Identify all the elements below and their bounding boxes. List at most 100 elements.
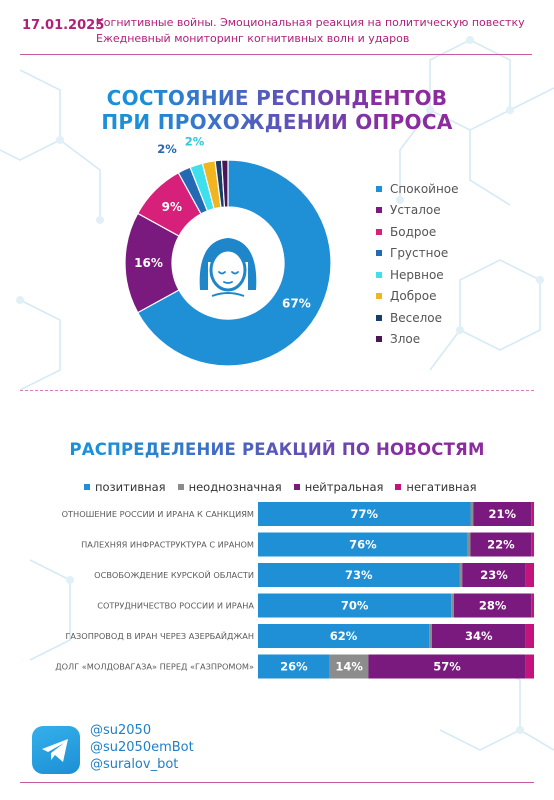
bar-segment [368, 654, 526, 679]
legend-item: позитивная [84, 480, 166, 494]
bar-segment [258, 593, 452, 618]
footer-divider [20, 782, 534, 783]
legend-label: Усталое [390, 203, 441, 218]
pie-slice-label: 9% [162, 200, 182, 214]
legend-swatch [293, 484, 300, 490]
bar-chart-legend: позитивная неоднозначная нейтральная негати… [84, 480, 477, 494]
bar-segment [525, 624, 534, 648]
legend-label: позитивная [95, 480, 166, 494]
legend-label: Грустное [390, 246, 449, 261]
legend-label: неоднозначная [188, 480, 282, 494]
legend-label: Веселое [390, 310, 442, 325]
legend-item: Доброе [376, 286, 459, 308]
legend-item: Бодрое [376, 221, 459, 243]
bar-segment [431, 624, 526, 648]
bar-category-label: ДОЛГ «МОЛДОВАГАЗА» ПЕРЕД «ГАЗПРОМОМ» [55, 662, 254, 672]
bar-value-label: 57% [433, 660, 461, 674]
bar-segment [258, 502, 471, 526]
pie-slice-label: 67% [282, 296, 311, 310]
legend-swatch [376, 207, 382, 214]
handle-link[interactable]: @suralov_bot [90, 757, 179, 772]
bar-category-label: ОСВОБОЖДЕНИЕ КУРСКОЙ ОБЛАСТИ [94, 569, 254, 580]
report-subtitle: Ежедневный мониторинг когнитивных волн и… [96, 32, 410, 45]
bar-segment [258, 654, 330, 679]
pie-slice-8 [220, 159, 229, 208]
bar-category-label: ПАЛЕХНЯЯ ИНФРАСТРУКТУРА С ИРАНОМ [81, 540, 254, 550]
legend-label: Доброе [390, 289, 437, 304]
legend-label: Бодрое [390, 224, 437, 239]
legend-item: негативная [395, 480, 477, 494]
legend-item: нейтральная [293, 480, 384, 494]
legend-item: неоднозначная [177, 480, 282, 494]
handle-link[interactable]: @su2050emBot [90, 740, 194, 755]
pie-chart-legend: Спокойное Усталое Бодрое Грустное Нервное Доб… [376, 178, 459, 350]
legend-label: Спокойное [390, 181, 459, 196]
legend-item: Нервное [376, 264, 459, 286]
bar-value-label: 21% [488, 507, 516, 521]
bar-segment [258, 563, 460, 587]
bar-value-label: 14% [335, 660, 363, 674]
bar-value-label: 22% [487, 538, 515, 552]
bar-value-label: 62% [330, 629, 358, 643]
report-date: 17.01.2025 [22, 18, 105, 33]
pie-slice-label: 16% [134, 256, 163, 270]
legend-item: Злое [376, 329, 459, 351]
bar-segment [470, 502, 474, 526]
bar-segment [451, 593, 454, 618]
bar-segment [258, 532, 468, 557]
bar-segment [429, 624, 432, 648]
bar-segment [462, 563, 526, 587]
bar-segment [467, 532, 471, 557]
legend-swatch [376, 228, 382, 235]
legend-swatch [376, 293, 382, 300]
bar-category-label: ОТНОШЕНИЕ РОССИИ И ИРАНА К САНКЦИЯМ [62, 509, 254, 519]
bar-segment [258, 624, 430, 648]
legend-label: Злое [390, 332, 421, 347]
bar-segment [531, 532, 534, 557]
legend-swatch [376, 271, 382, 278]
legend-swatch [376, 185, 382, 192]
bar-chart-title: РАСПРЕДЕЛЕНИЕ РЕАКЦИЙ ПО НОВОСТЯМ [0, 440, 554, 459]
bar-category-label: СОТРУДНИЧЕСТВО РОССИИ И ИРАНА [97, 601, 254, 611]
bar-value-label: 77% [350, 507, 378, 521]
legend-label: Нервное [390, 267, 444, 282]
telegram-icon[interactable] [32, 726, 80, 774]
pie-slice-1 [136, 159, 332, 367]
legend-swatch [376, 250, 382, 257]
bar-value-label: 34% [465, 629, 493, 643]
bar-segment [525, 563, 534, 587]
report-title: Когнитивные войны. Эмоциональная реакция… [96, 16, 525, 29]
legend-swatch [177, 484, 184, 490]
legend-item: Усталое [376, 200, 459, 222]
bar-segment [531, 593, 534, 618]
legend-swatch [395, 484, 402, 490]
bar-segment [470, 532, 532, 557]
bar-segment [531, 502, 534, 526]
woman-face-icon [192, 227, 264, 299]
handle-link[interactable]: @su2050 [90, 723, 152, 738]
legend-label: нейтральная [304, 480, 384, 494]
bar-value-label: 76% [349, 538, 377, 552]
bar-value-label: 73% [345, 568, 373, 582]
legend-swatch [376, 336, 382, 343]
bar-value-label: 28% [479, 599, 507, 613]
bar-segment [459, 563, 463, 587]
legend-item: Грустное [376, 243, 459, 265]
legend-item: Спокойное [376, 178, 459, 200]
telegram-handles: @su2050 @su2050emBot @suralov_bot [90, 722, 194, 773]
bar-segment [453, 593, 532, 618]
legend-label: негативная [406, 480, 477, 494]
bar-category-label: ГАЗОПРОВОД В ИРАН ЧЕРЕЗ АЗЕРБАЙДЖАН [65, 630, 254, 641]
bar-segment [329, 654, 369, 679]
bar-value-label: 23% [480, 568, 508, 582]
bar-value-label: 70% [341, 599, 369, 613]
section-divider [20, 390, 534, 391]
bar-value-label: 26% [280, 660, 308, 674]
legend-swatch [84, 484, 90, 490]
legend-swatch [376, 314, 382, 321]
pie-slice-label: 2% [157, 142, 177, 156]
header-divider [20, 54, 532, 55]
pie-slice-label: 2% [185, 135, 205, 149]
